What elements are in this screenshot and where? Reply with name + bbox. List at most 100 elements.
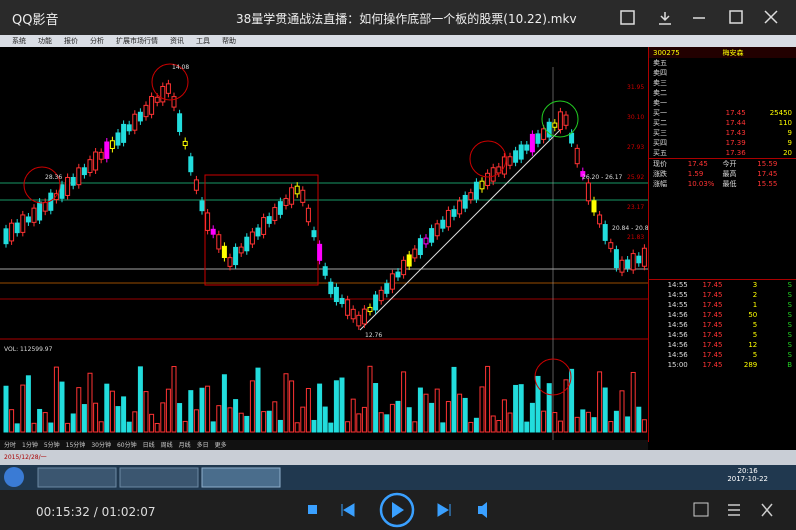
candle-body bbox=[199, 200, 205, 212]
tick-cell: 17.45 bbox=[702, 281, 723, 289]
window-buttons[interactable] bbox=[615, 6, 790, 30]
candle-body bbox=[20, 214, 26, 233]
stat-cell: 涨幅 bbox=[653, 180, 667, 188]
app-name[interactable]: QQ影音 bbox=[12, 13, 59, 28]
book-cell: 20 bbox=[783, 149, 792, 157]
book-cell: 17.43 bbox=[725, 129, 746, 137]
candle-body bbox=[289, 187, 295, 205]
candle-body bbox=[625, 259, 631, 269]
candle-body bbox=[507, 156, 513, 166]
book-cell: 17.44 bbox=[725, 119, 746, 127]
volume-bar bbox=[641, 419, 647, 433]
circle-annotation bbox=[541, 100, 579, 138]
volume-bar bbox=[451, 366, 457, 433]
candle-body bbox=[311, 230, 317, 238]
stat-cell: 今开 bbox=[722, 160, 737, 168]
volume-bar bbox=[188, 390, 194, 433]
volume-bar bbox=[210, 421, 216, 433]
candle-body bbox=[210, 228, 216, 235]
volume-bar bbox=[121, 396, 127, 433]
circle-annotation bbox=[469, 140, 507, 178]
volume-bar bbox=[417, 387, 423, 433]
volume-bar bbox=[93, 402, 99, 433]
volume-bar bbox=[221, 374, 227, 433]
volume-bar bbox=[361, 406, 367, 433]
candle-body bbox=[485, 172, 491, 186]
candle-body bbox=[535, 133, 541, 144]
book-row: 卖二 bbox=[649, 88, 796, 98]
candle-body bbox=[529, 133, 535, 153]
period-tab: 1分钟 bbox=[22, 442, 38, 449]
candle-body bbox=[473, 181, 479, 200]
candle-body bbox=[149, 95, 155, 115]
period-tab: 日线 bbox=[142, 442, 155, 449]
volume-bar bbox=[412, 421, 418, 433]
volume-bar bbox=[345, 421, 351, 433]
candle-body bbox=[59, 184, 65, 199]
volume-bar bbox=[48, 422, 54, 433]
volume-bar bbox=[255, 367, 261, 433]
candle-body bbox=[429, 228, 435, 243]
tick-cell: 14:55 bbox=[667, 281, 688, 289]
volume-bar bbox=[132, 411, 138, 433]
candle-body bbox=[182, 140, 188, 146]
volume-bar bbox=[401, 371, 407, 433]
candle-body bbox=[406, 254, 412, 267]
candle-body bbox=[14, 222, 20, 234]
candle-body bbox=[395, 271, 401, 278]
volume-bar bbox=[3, 385, 9, 433]
windows-taskbar: 20:16 2017-10-22 bbox=[0, 465, 796, 490]
candle-body bbox=[177, 113, 183, 133]
volume-bar bbox=[630, 371, 636, 433]
quote-panel: 300275 梅安森 卖五 卖四 卖三 卖二 卖一 买一 17.45 25450 买二 17.44… bbox=[648, 47, 796, 442]
volume-bar bbox=[37, 408, 43, 433]
candle-body bbox=[345, 299, 351, 316]
tick-row: 15:00 17.45 289 B bbox=[649, 360, 796, 370]
tick-row: 14:55 17.45 3 S bbox=[649, 280, 796, 290]
volume-bar bbox=[109, 390, 115, 433]
period-tab: 月线 bbox=[178, 442, 191, 449]
volume-bar bbox=[272, 401, 278, 433]
book-cell: 卖五 bbox=[653, 59, 667, 67]
tick-cell: S bbox=[787, 331, 792, 339]
book-cell: 卖一 bbox=[653, 99, 667, 107]
candle-body bbox=[233, 246, 239, 266]
stat-row: 涨幅 10.03% 最低 15.55 bbox=[649, 179, 796, 189]
volume-bar bbox=[300, 406, 306, 433]
volume-bar bbox=[440, 422, 446, 433]
stat-cell: 1.59 bbox=[687, 170, 704, 178]
tick-cell: S bbox=[787, 341, 792, 349]
tick-cell: 1 bbox=[752, 301, 758, 309]
volume-bar bbox=[317, 383, 323, 433]
tick-cell: 17.45 bbox=[702, 341, 723, 349]
circle-annotation bbox=[23, 166, 61, 204]
volume-bar bbox=[149, 413, 155, 433]
volume-bar bbox=[115, 406, 121, 433]
taskbar-icons[interactable] bbox=[0, 465, 320, 490]
volume-bar bbox=[70, 413, 76, 433]
tick-cell: 289 bbox=[743, 361, 758, 369]
volume-bar bbox=[501, 399, 507, 433]
tick-cell: 14:56 bbox=[667, 311, 688, 319]
candle-body bbox=[205, 212, 211, 231]
volume-bar bbox=[507, 412, 513, 433]
volume-bar bbox=[457, 393, 463, 433]
stats: 现价 17.45 今开 15.59 涨跌 1.59 最高 17.45 涨幅 10.03% 最低 15.… bbox=[649, 158, 796, 189]
tick-row: 14:56 17.45 5 S bbox=[649, 330, 796, 340]
candle-body bbox=[389, 273, 395, 290]
tick-cell: 17.45 bbox=[702, 301, 723, 309]
candle-body bbox=[339, 297, 345, 305]
candle-body bbox=[518, 144, 524, 160]
volume-bar bbox=[339, 377, 345, 433]
candle-body bbox=[417, 238, 423, 256]
playback-buttons[interactable] bbox=[300, 492, 500, 528]
volume-bar bbox=[613, 410, 619, 433]
volume-bar bbox=[429, 402, 435, 433]
candle-body bbox=[356, 314, 362, 327]
view-buttons[interactable] bbox=[690, 500, 790, 520]
volume-bar bbox=[165, 388, 171, 433]
chart-bg bbox=[0, 47, 648, 440]
chart-label: 26.20 - 26.17 bbox=[582, 174, 623, 181]
candle-body bbox=[3, 228, 9, 245]
book-row: 卖五 bbox=[649, 58, 796, 68]
